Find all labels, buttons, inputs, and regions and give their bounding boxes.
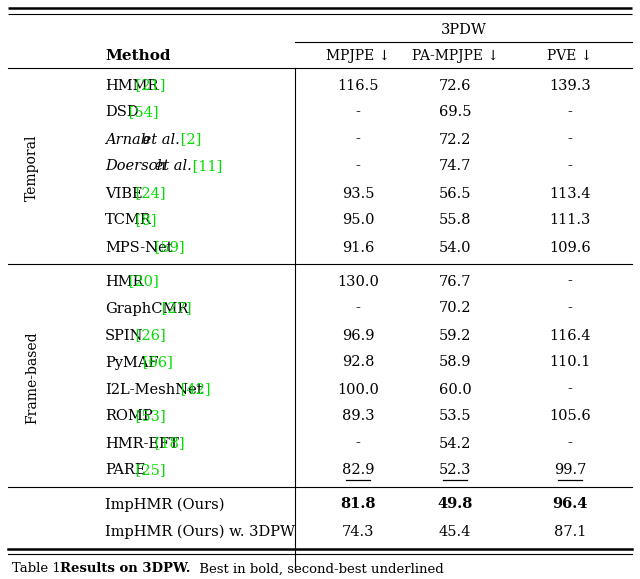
Text: I2L-MeshNet: I2L-MeshNet — [105, 383, 203, 397]
Text: 45.4: 45.4 — [439, 525, 471, 538]
Text: 96.9: 96.9 — [342, 328, 374, 343]
Text: DSD: DSD — [105, 105, 139, 119]
Text: 74.3: 74.3 — [342, 525, 374, 538]
Text: [20]: [20] — [125, 274, 159, 288]
Text: Doersch: Doersch — [105, 159, 166, 174]
Text: [21]: [21] — [131, 79, 166, 93]
Text: 56.5: 56.5 — [439, 186, 471, 200]
Text: 69.5: 69.5 — [439, 105, 471, 119]
Text: 76.7: 76.7 — [439, 274, 471, 288]
Text: -: - — [568, 437, 572, 450]
Text: ImpHMR (Ours): ImpHMR (Ours) — [105, 497, 225, 512]
Text: HMR: HMR — [105, 274, 143, 288]
Text: Best in bold, second-best underlined: Best in bold, second-best underlined — [195, 563, 444, 576]
Text: 89.3: 89.3 — [342, 409, 374, 423]
Text: 70.2: 70.2 — [439, 302, 471, 316]
Text: Table 1.: Table 1. — [12, 563, 74, 576]
Text: 81.8: 81.8 — [340, 497, 376, 511]
Text: Arnab: Arnab — [105, 133, 150, 146]
Text: 54.0: 54.0 — [439, 240, 471, 255]
Text: -: - — [568, 159, 572, 174]
Text: et al.: et al. — [150, 159, 192, 174]
Text: 96.4: 96.4 — [552, 497, 588, 511]
Text: 109.6: 109.6 — [549, 240, 591, 255]
Text: [66]: [66] — [138, 356, 172, 369]
Text: [59]: [59] — [150, 240, 185, 255]
Text: -: - — [356, 302, 360, 316]
Text: 53.5: 53.5 — [439, 409, 471, 423]
Text: Method: Method — [105, 49, 170, 63]
Text: MPJPE ↓: MPJPE ↓ — [326, 49, 390, 63]
Text: 54.2: 54.2 — [439, 437, 471, 450]
Text: 95.0: 95.0 — [342, 214, 374, 228]
Text: 72.2: 72.2 — [439, 133, 471, 146]
Text: 113.4: 113.4 — [549, 186, 591, 200]
Text: [42]: [42] — [177, 383, 211, 397]
Text: Frame-based: Frame-based — [25, 331, 39, 424]
Text: 58.9: 58.9 — [439, 356, 471, 369]
Text: 100.0: 100.0 — [337, 383, 379, 397]
Text: 91.6: 91.6 — [342, 240, 374, 255]
Text: 52.3: 52.3 — [439, 464, 471, 478]
Text: [24]: [24] — [131, 186, 166, 200]
Text: 87.1: 87.1 — [554, 525, 586, 538]
Text: 55.8: 55.8 — [439, 214, 471, 228]
Text: [18]: [18] — [150, 437, 185, 450]
Text: TCMR: TCMR — [105, 214, 152, 228]
Text: HMMR: HMMR — [105, 79, 158, 93]
Text: 139.3: 139.3 — [549, 79, 591, 93]
Text: ROMP: ROMP — [105, 409, 152, 423]
Text: -: - — [356, 105, 360, 119]
Text: et al.: et al. — [138, 133, 179, 146]
Text: 59.2: 59.2 — [439, 328, 471, 343]
Text: 99.7: 99.7 — [554, 464, 586, 478]
Text: 116.4: 116.4 — [549, 328, 591, 343]
Text: 72.6: 72.6 — [439, 79, 471, 93]
Text: -: - — [568, 274, 572, 288]
Text: 60.0: 60.0 — [438, 383, 472, 397]
Text: [54]: [54] — [125, 105, 159, 119]
Text: -: - — [568, 302, 572, 316]
Text: 3PDW: 3PDW — [440, 23, 486, 37]
Text: -: - — [568, 133, 572, 146]
Text: [25]: [25] — [131, 464, 166, 478]
Text: -: - — [568, 105, 572, 119]
Text: VIBE: VIBE — [105, 186, 143, 200]
Text: 116.5: 116.5 — [337, 79, 379, 93]
Text: 111.3: 111.3 — [549, 214, 591, 228]
Text: [26]: [26] — [131, 328, 166, 343]
Text: -: - — [356, 159, 360, 174]
Text: 82.9: 82.9 — [342, 464, 374, 478]
Text: [8]: [8] — [131, 214, 157, 228]
Text: 130.0: 130.0 — [337, 274, 379, 288]
Text: MPS-Net: MPS-Net — [105, 240, 173, 255]
Text: Results on 3DPW.: Results on 3DPW. — [60, 563, 191, 576]
Text: [2]: [2] — [175, 133, 201, 146]
Text: HMR-EFT: HMR-EFT — [105, 437, 179, 450]
Text: -: - — [568, 383, 572, 397]
Text: GraphCMR: GraphCMR — [105, 302, 188, 316]
Text: 49.8: 49.8 — [437, 497, 473, 511]
Text: [11]: [11] — [189, 159, 223, 174]
Text: -: - — [356, 437, 360, 450]
Text: ImpHMR (Ours) w. 3DPW: ImpHMR (Ours) w. 3DPW — [105, 525, 295, 538]
Text: PA-MPJPE ↓: PA-MPJPE ↓ — [412, 49, 499, 63]
Text: PARE: PARE — [105, 464, 145, 478]
Text: PVE ↓: PVE ↓ — [547, 49, 593, 63]
Text: SPIN: SPIN — [105, 328, 143, 343]
Text: Temporal: Temporal — [25, 135, 39, 201]
Text: 93.5: 93.5 — [342, 186, 374, 200]
Text: 74.7: 74.7 — [439, 159, 471, 174]
Text: PyMAF: PyMAF — [105, 356, 159, 369]
Text: 105.6: 105.6 — [549, 409, 591, 423]
Text: [27]: [27] — [157, 302, 191, 316]
Text: -: - — [356, 133, 360, 146]
Text: 110.1: 110.1 — [549, 356, 591, 369]
Text: 92.8: 92.8 — [342, 356, 374, 369]
Text: [53]: [53] — [131, 409, 166, 423]
